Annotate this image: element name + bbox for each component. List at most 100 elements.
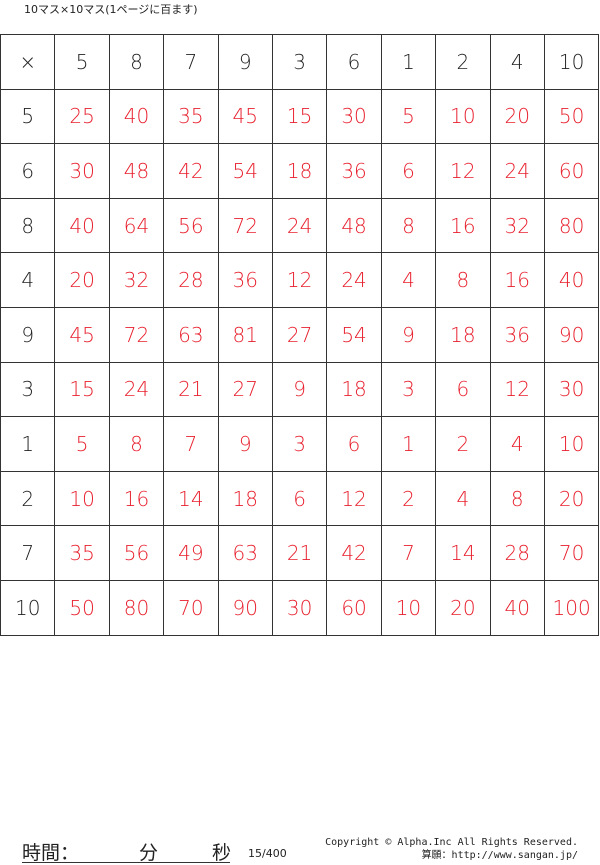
answer-cell: 16 — [435, 197, 491, 254]
answer-cell: 24 — [326, 252, 382, 308]
answer-cell: 20 — [543, 470, 600, 527]
answer-cell: 54 — [217, 143, 273, 199]
answer-cell: 28 — [489, 525, 545, 581]
answer-cell: 27 — [271, 306, 328, 363]
answer-cell: 12 — [489, 361, 545, 418]
answer-cell: 49 — [163, 525, 219, 581]
answer-cell: 30 — [543, 361, 600, 418]
grid-row: 4 20 32 28 36 12 24 4 8 16 40 — [0, 252, 600, 308]
answer-cell: 18 — [435, 306, 491, 363]
grid-row: 6 30 48 42 54 18 36 6 12 24 60 — [0, 143, 600, 199]
answer-cell: 18 — [271, 143, 328, 199]
row-header-cell: 10 — [0, 579, 56, 636]
column-header-cell: 8 — [108, 34, 165, 90]
answer-cell: 64 — [108, 197, 165, 254]
answer-cell: 56 — [163, 197, 219, 254]
answer-cell: 24 — [108, 361, 165, 418]
answer-cell: 40 — [543, 252, 600, 308]
grid-row: 9 45 72 63 81 27 54 9 18 36 90 — [0, 306, 600, 363]
answer-cell: 3 — [380, 361, 437, 418]
answer-cell: 8 — [380, 197, 437, 254]
answer-cell: 40 — [489, 579, 545, 636]
row-header-cell: 5 — [0, 88, 56, 145]
answer-cell: 6 — [435, 361, 491, 418]
answer-cell: 10 — [435, 88, 491, 145]
answer-cell: 5 — [54, 416, 110, 472]
worksheet-title: 10マス×10マス(1ページに百ます) — [24, 3, 198, 16]
answer-cell: 10 — [543, 416, 600, 472]
answer-cell: 60 — [543, 143, 600, 199]
answer-cell: 30 — [54, 143, 110, 199]
answer-cell: 45 — [217, 88, 273, 145]
answer-cell: 35 — [54, 525, 110, 581]
answer-cell: 9 — [380, 306, 437, 363]
answer-cell: 3 — [271, 416, 328, 472]
header-row: × 5 8 7 9 3 6 1 2 4 10 — [0, 34, 600, 90]
answer-cell: 40 — [108, 88, 165, 145]
answer-cell: 81 — [217, 306, 273, 363]
answer-cell: 24 — [271, 197, 328, 254]
column-header-cell: 10 — [543, 34, 600, 90]
answer-cell: 63 — [163, 306, 219, 363]
column-header-cell: 6 — [326, 34, 382, 90]
answer-cell: 2 — [380, 470, 437, 527]
answer-cell: 32 — [108, 252, 165, 308]
column-header-cell: 2 — [435, 34, 491, 90]
answer-cell: 56 — [108, 525, 165, 581]
answer-cell: 36 — [217, 252, 273, 308]
answer-cell: 5 — [380, 88, 437, 145]
page-number: 15/400 — [248, 847, 287, 860]
answer-cell: 50 — [543, 88, 600, 145]
column-header-cell: 9 — [217, 34, 273, 90]
answer-cell: 63 — [217, 525, 273, 581]
answer-cell: 16 — [108, 470, 165, 527]
answer-cell: 4 — [380, 252, 437, 308]
answer-cell: 15 — [54, 361, 110, 418]
answer-cell: 90 — [543, 306, 600, 363]
answer-cell: 21 — [163, 361, 219, 418]
answer-cell: 28 — [163, 252, 219, 308]
grid-row: 3 15 24 21 27 9 18 3 6 12 30 — [0, 361, 600, 418]
grid-row: 1 5 8 7 9 3 6 1 2 4 10 — [0, 416, 600, 472]
answer-cell: 27 — [217, 361, 273, 418]
grid-row: 10 50 80 70 90 30 60 10 20 40 100 — [0, 579, 600, 636]
row-header-cell: 4 — [0, 252, 56, 308]
minutes-label: 分 — [139, 842, 159, 864]
answer-cell: 4 — [489, 416, 545, 472]
answer-cell: 6 — [380, 143, 437, 199]
answer-cell: 80 — [543, 197, 600, 254]
answer-cell: 20 — [435, 579, 491, 636]
answer-cell: 90 — [217, 579, 273, 636]
column-header-cell: 5 — [54, 34, 110, 90]
answer-cell: 12 — [271, 252, 328, 308]
answer-cell: 20 — [54, 252, 110, 308]
row-header-cell: 3 — [0, 361, 56, 418]
time-label: 時間： — [22, 842, 80, 864]
answer-cell: 45 — [54, 306, 110, 363]
answer-cell: 42 — [326, 525, 382, 581]
answer-cell: 48 — [108, 143, 165, 199]
row-header-cell: 2 — [0, 470, 56, 527]
answer-cell: 21 — [271, 525, 328, 581]
answer-cell: 35 — [163, 88, 219, 145]
answer-cell: 18 — [326, 361, 382, 418]
grid-row: 2 10 16 14 18 6 12 2 4 8 20 — [0, 470, 600, 527]
answer-cell: 7 — [163, 416, 219, 472]
answer-cell: 12 — [435, 143, 491, 199]
answer-cell: 20 — [489, 88, 545, 145]
answer-cell: 30 — [271, 579, 328, 636]
answer-cell: 48 — [326, 197, 382, 254]
answer-cell: 54 — [326, 306, 382, 363]
row-header-cell: 8 — [0, 197, 56, 254]
multiplication-grid: × 5 8 7 9 3 6 1 2 4 10 5 25 40 35 45 15 30 5 10 20 50 6 30 48 42 5… — [0, 34, 600, 636]
answer-cell: 2 — [435, 416, 491, 472]
column-header-cell: 1 — [380, 34, 437, 90]
answer-cell: 16 — [489, 252, 545, 308]
answer-cell: 9 — [217, 416, 273, 472]
answer-cell: 30 — [326, 88, 382, 145]
answer-cell: 4 — [435, 470, 491, 527]
answer-cell: 10 — [54, 470, 110, 527]
answer-cell: 18 — [217, 470, 273, 527]
answer-cell: 72 — [108, 306, 165, 363]
answer-cell: 8 — [108, 416, 165, 472]
